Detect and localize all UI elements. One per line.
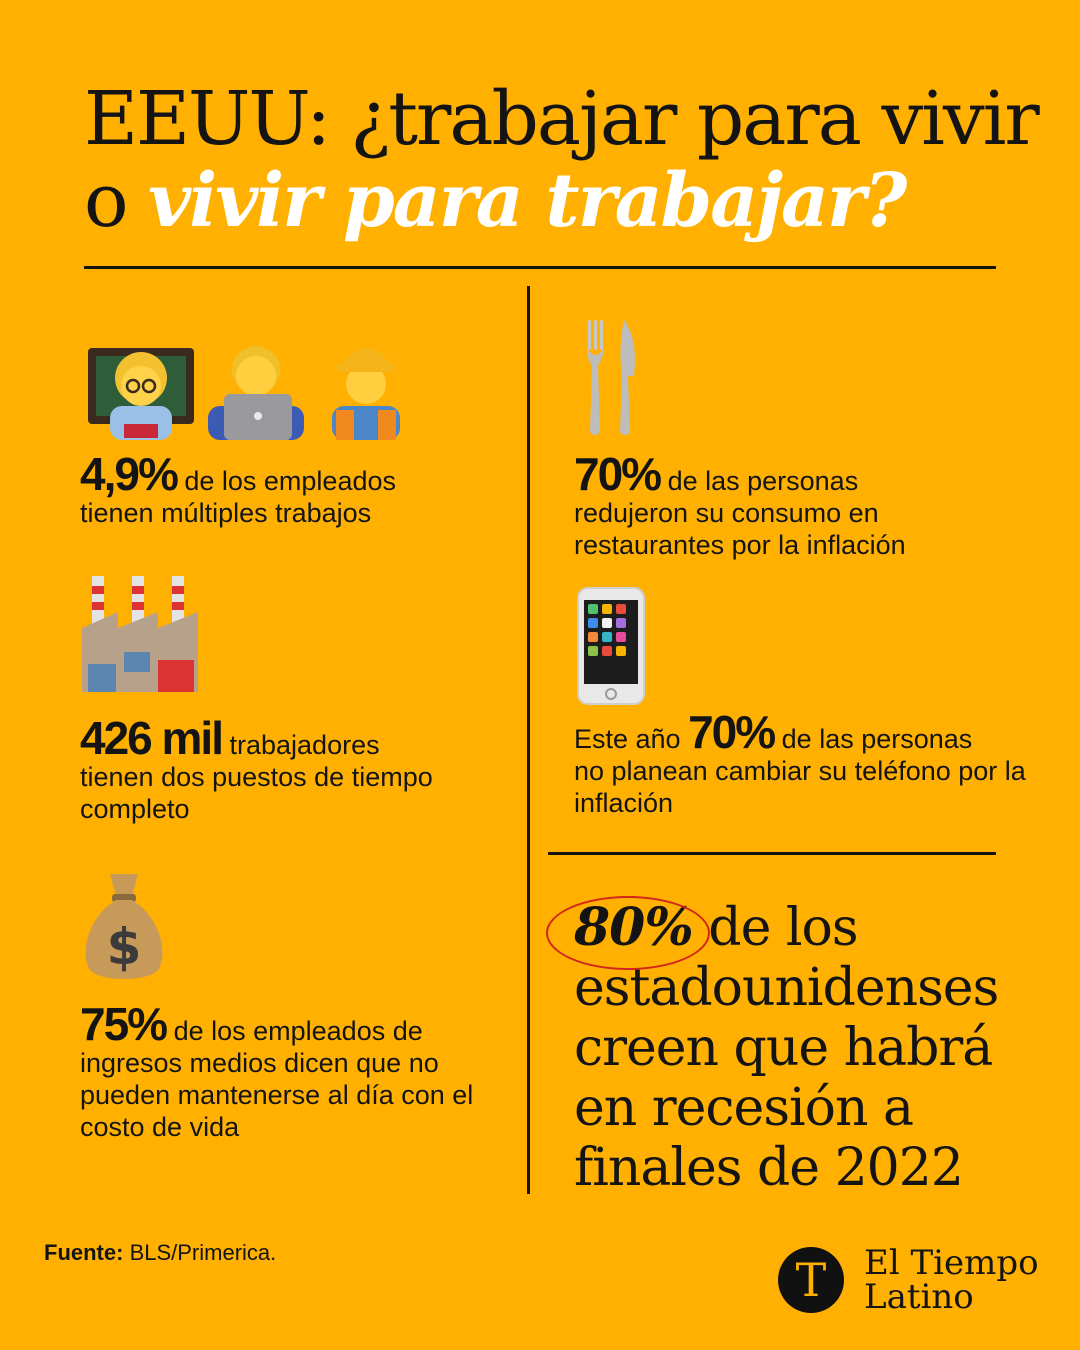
- title-divider: [84, 266, 996, 269]
- stat-value: 4,9%: [80, 448, 179, 500]
- logo-line2: Latino: [864, 1277, 974, 1317]
- stat-restaurants: 70% de las personas redujeron su consumo…: [574, 451, 1024, 561]
- stat-value: 70%: [574, 448, 662, 500]
- recession-text: estadounidenses creen que habrá en reces…: [574, 958, 999, 1198]
- source-note: Fuente: BLS/Primerica.: [44, 1240, 276, 1266]
- source-value: BLS/Primerica.: [123, 1240, 277, 1265]
- stat-cost-of-living: 75% de los empleados de ingresos medios …: [80, 1001, 525, 1143]
- logo-line1: El Tiempo: [864, 1243, 1039, 1283]
- stat-value: 426 mil: [80, 712, 224, 764]
- stat-text-line1: de las personas: [774, 724, 973, 754]
- stat-text-line1: de los empleados: [176, 466, 396, 496]
- stat-multiple-jobs: 4,9% de los empleados tienen múltiples t…: [80, 451, 520, 529]
- recession-value: 80%: [546, 896, 710, 970]
- stat-value: 75%: [80, 998, 168, 1050]
- stat-text-line1: trabajadores: [222, 730, 380, 760]
- stat-text: redujeron su consumo en restaurantes por…: [574, 498, 906, 560]
- highlight-circle: [546, 896, 710, 970]
- title-line2-prefix: o: [84, 158, 149, 244]
- title-line1: EEUU: ¿trabajar para vivir: [84, 76, 1040, 162]
- page-title: EEUU: ¿trabajar para vivir o vivir para …: [84, 78, 1044, 242]
- stat-prefix: Este año: [574, 724, 689, 754]
- title-highlight: vivir para trabajar?: [148, 158, 907, 244]
- source-label: Fuente:: [44, 1240, 124, 1265]
- fork-knife-icon: [584, 318, 640, 438]
- money-bag-icon: $: [80, 870, 168, 982]
- stat-two-full-time: 426 mil trabajadores tienen dos puestos …: [80, 715, 520, 825]
- workers-emoji-icons: [84, 320, 414, 442]
- svg-text:$: $: [107, 918, 142, 976]
- stat-value: 70%: [688, 706, 776, 758]
- recession-text-line1: de los: [692, 898, 858, 958]
- stat-text: no planean cambiar su teléfono por la in…: [574, 756, 1026, 818]
- stat-text-line1: de las personas: [660, 466, 859, 496]
- recession-stat: 80% de los estadounidenses creen que hab…: [546, 896, 1014, 1198]
- stat-text-line1: de los empleados de: [166, 1016, 423, 1046]
- stat-text: tienen múltiples trabajos: [80, 498, 372, 528]
- smartphone-icon: [576, 586, 646, 706]
- right-divider: [548, 852, 996, 855]
- stat-text: ingresos medios dicen que no pueden mant…: [80, 1048, 474, 1142]
- stat-phones: Este año 70% de las personas no planean …: [574, 709, 1034, 819]
- brand-logo: T El Tiempo Latino: [778, 1246, 1039, 1314]
- stat-text: tienen dos puestos de tiempo completo: [80, 762, 433, 824]
- logo-wordmark: El Tiempo Latino: [864, 1246, 1039, 1314]
- logo-mark: T: [778, 1247, 844, 1313]
- factory-icon: [80, 572, 200, 694]
- column-divider: [527, 286, 530, 1194]
